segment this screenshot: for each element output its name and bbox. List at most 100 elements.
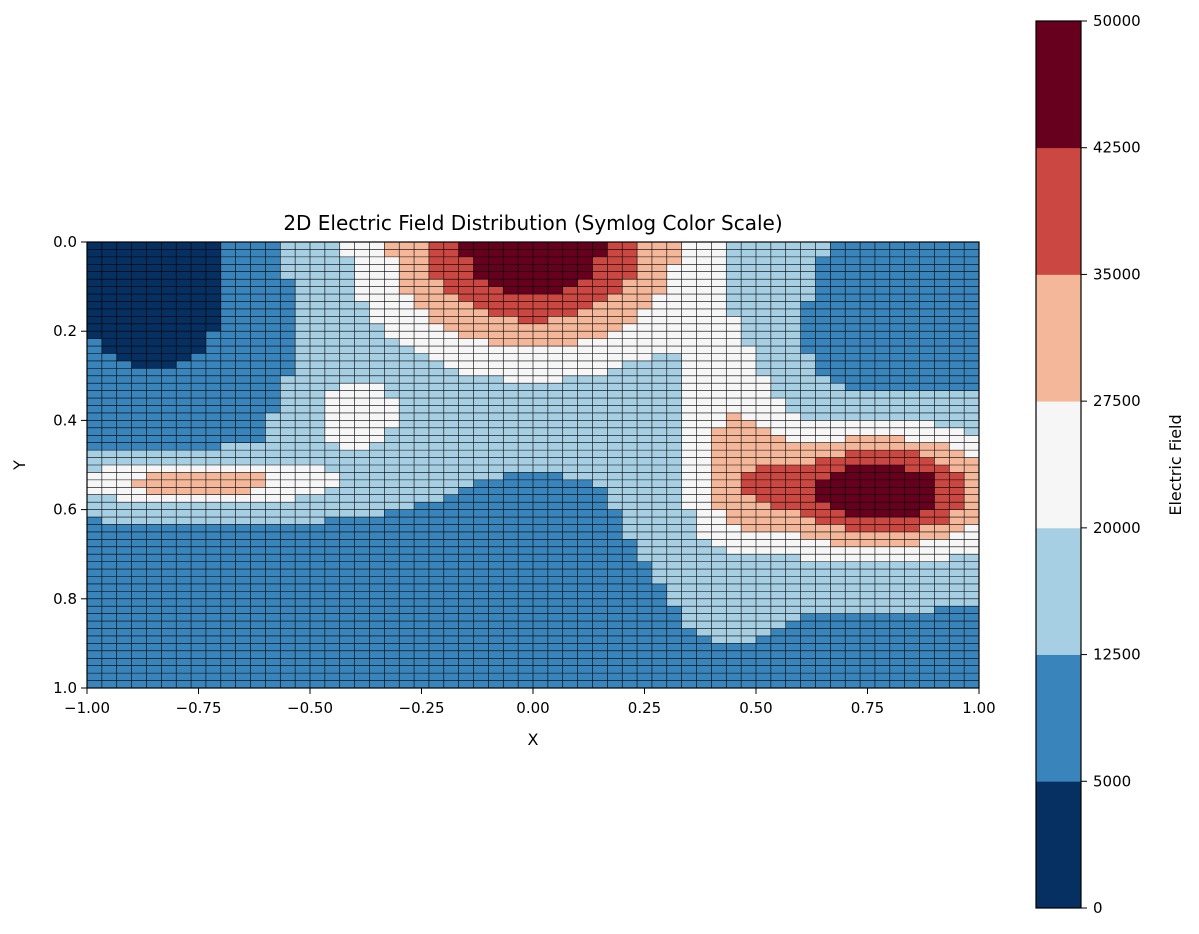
heatmap-cell — [503, 487, 519, 496]
heatmap-cell — [488, 583, 504, 592]
heatmap-cell — [666, 264, 682, 273]
heatmap-cell — [235, 294, 251, 302]
heatmap-cell — [666, 435, 682, 443]
heatmap-cell — [800, 308, 816, 317]
heatmap-cell — [785, 539, 801, 548]
heatmap-cell — [934, 591, 950, 600]
heatmap-cell — [651, 539, 668, 548]
heatmap-cell — [458, 427, 474, 436]
heatmap-cell — [547, 271, 564, 280]
heatmap-cell — [399, 375, 415, 384]
heatmap-cell — [889, 665, 905, 674]
heatmap-cell — [964, 286, 980, 295]
heatmap-cell — [874, 673, 891, 681]
heatmap-cell — [458, 539, 474, 548]
heatmap-cell — [681, 420, 697, 429]
heatmap-cell — [384, 591, 400, 600]
heatmap-cell — [651, 457, 668, 466]
heatmap-cell — [488, 643, 504, 652]
heatmap-cell — [533, 524, 549, 533]
heatmap-cell — [146, 554, 162, 562]
heatmap-cell — [785, 242, 801, 250]
heatmap-cell — [562, 598, 578, 607]
heatmap-cell — [696, 635, 712, 644]
heatmap-cell — [592, 301, 608, 310]
heatmap-cell — [711, 450, 727, 458]
heatmap-gridlines — [86, 241, 980, 689]
heatmap-cell — [577, 398, 593, 406]
heatmap-cell — [860, 658, 876, 666]
heatmap-cell — [146, 606, 162, 614]
heatmap-cell — [324, 554, 341, 562]
heatmap-cell — [176, 308, 192, 317]
heatmap-cell — [324, 346, 341, 354]
heatmap-cell — [845, 331, 861, 339]
heatmap-cell — [830, 412, 846, 421]
heatmap-cell — [726, 301, 742, 310]
heatmap-cell — [934, 650, 950, 659]
heatmap-cell — [369, 286, 385, 295]
heatmap-cell — [607, 502, 623, 510]
heatmap-cell — [116, 294, 132, 302]
heatmap-cell — [533, 509, 549, 518]
heatmap-cell — [518, 346, 534, 354]
heatmap-cell — [384, 323, 400, 332]
heatmap-cell — [280, 517, 296, 525]
heatmap-cell — [815, 539, 831, 548]
heatmap-cell — [503, 301, 519, 310]
heatmap-cell — [651, 606, 668, 614]
heatmap-cell — [250, 383, 266, 391]
heatmap-cell — [696, 450, 712, 458]
heatmap-cell — [785, 576, 801, 585]
heatmap-cell — [562, 301, 578, 310]
heatmap-cell — [934, 442, 950, 451]
heatmap-cell — [949, 502, 965, 510]
heatmap-cell — [904, 598, 920, 607]
heatmap-cell — [280, 256, 296, 265]
heatmap-cell — [369, 576, 385, 585]
heatmap-cell — [399, 487, 415, 496]
heatmap-cell — [964, 435, 980, 443]
heatmap-cell — [681, 502, 697, 510]
heatmap-cell — [414, 554, 430, 562]
heatmap-cell — [770, 539, 787, 548]
heatmap-cell — [874, 368, 891, 377]
heatmap-cell — [711, 279, 727, 287]
heatmap-cell — [934, 427, 950, 436]
heatmap-cell — [696, 494, 712, 503]
heatmap-cell — [711, 368, 727, 377]
heatmap-cell — [146, 338, 162, 347]
heatmap-cell — [369, 256, 385, 265]
heatmap-cell — [324, 658, 341, 666]
heatmap-cell — [756, 465, 772, 473]
heatmap-cell — [577, 487, 593, 496]
heatmap-cell — [101, 368, 118, 377]
heatmap-cell — [488, 264, 504, 273]
heatmap-cell — [443, 279, 459, 287]
heatmap-cell — [726, 680, 742, 689]
heatmap-cell — [756, 487, 772, 496]
heatmap-cell — [800, 650, 816, 659]
heatmap-cell — [845, 606, 861, 614]
heatmap-cell — [235, 502, 251, 510]
heatmap-cell — [220, 517, 236, 525]
heatmap-cell — [205, 383, 222, 391]
heatmap-cell — [265, 360, 281, 369]
heatmap-cell — [354, 591, 370, 600]
heatmap-cell — [384, 650, 400, 659]
heatmap-cell — [622, 264, 638, 273]
heatmap-cell — [176, 360, 192, 369]
heatmap-cell — [533, 606, 549, 614]
heatmap-cell — [607, 294, 623, 302]
heatmap-cell — [964, 650, 980, 659]
heatmap-cell — [547, 457, 564, 466]
heatmap-cell — [161, 494, 177, 503]
heatmap-cell — [414, 256, 430, 265]
heatmap-cell — [414, 502, 430, 510]
heatmap-cell — [711, 256, 727, 265]
heatmap-cell — [339, 665, 355, 674]
heatmap-cell — [904, 457, 920, 466]
heatmap-cell — [205, 665, 222, 674]
heatmap-cell — [369, 427, 385, 436]
